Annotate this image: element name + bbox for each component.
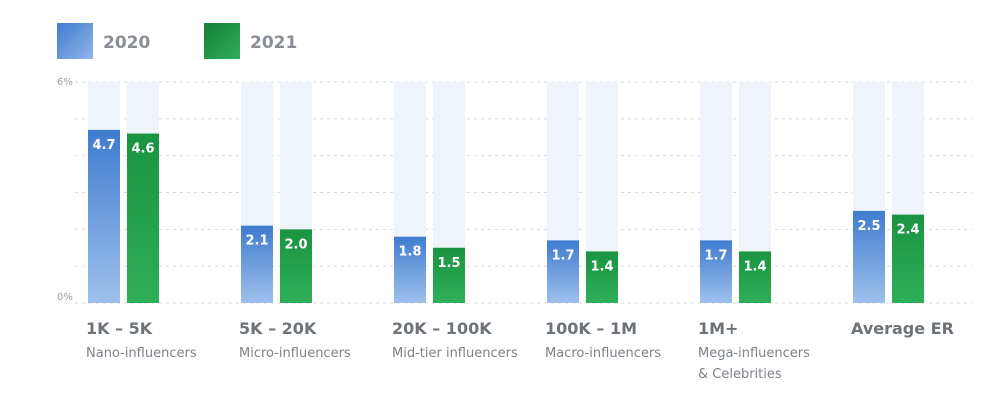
category-title: 100K – 1M [545, 319, 637, 338]
value-label: 2.5 [857, 219, 880, 234]
category-subtitle: Macro-influencers [545, 346, 661, 361]
y-axis-bottom-label: 0% [57, 292, 73, 303]
bars: 4.7 4.6 2.1 2.0 1.8 1.5 1.7 1.4 1.7 1.4 2.5 2.4 [88, 129, 924, 303]
bar-2021-5 [892, 214, 924, 303]
bar-2020-3 [547, 240, 579, 303]
legend: 2020 2021 [57, 23, 297, 59]
category-title: 1K – 5K [86, 319, 153, 338]
legend-swatch-2020 [57, 23, 93, 59]
category-labels: 1K – 5K Nano-influencers 5K – 20K Micro-inf… [86, 319, 954, 382]
category-subtitle: Micro-influencers [239, 346, 351, 361]
category-subtitle: Nano-influencers [86, 346, 197, 361]
bar-2021-2 [433, 247, 465, 303]
gridlines [75, 81, 972, 304]
legend-label-2020: 2020 [103, 33, 150, 53]
bar-2020-0 [88, 129, 120, 303]
bar-2020-4 [700, 240, 732, 303]
category-subtitle: Mid-tier influencers [392, 346, 518, 361]
value-label: 2.1 [245, 234, 268, 249]
bar-2020-5 [853, 210, 885, 303]
category-title: 5K – 20K [239, 319, 317, 338]
value-label: 1.7 [704, 248, 727, 263]
bar-2021-3 [586, 251, 618, 303]
bar-2020-2 [394, 236, 426, 303]
value-label: 1.4 [743, 259, 766, 274]
y-axis-top-label: 6% [57, 77, 73, 88]
value-label: 1.7 [551, 248, 574, 263]
value-label: 1.8 [398, 245, 421, 260]
legend-swatch-2021 [204, 23, 240, 59]
value-label: 1.5 [437, 256, 460, 271]
category-subtitle: & Celebrities [698, 367, 782, 382]
value-label: 1.4 [590, 259, 613, 274]
category-title: 20K – 100K [392, 319, 492, 338]
bar-2020-1 [241, 225, 273, 303]
category-subtitle: Mega-influencers [698, 346, 810, 361]
value-label: 2.0 [284, 237, 307, 252]
bar-2021-1 [280, 229, 312, 303]
bar-2021-0 [127, 133, 159, 303]
legend-label-2021: 2021 [250, 33, 297, 53]
value-label: 4.6 [131, 142, 154, 157]
category-title: Average ER [851, 319, 954, 338]
value-label: 2.4 [896, 223, 919, 238]
bar-2021-4 [739, 251, 771, 303]
category-title: 1M+ [698, 319, 738, 338]
value-label: 4.7 [92, 138, 115, 153]
